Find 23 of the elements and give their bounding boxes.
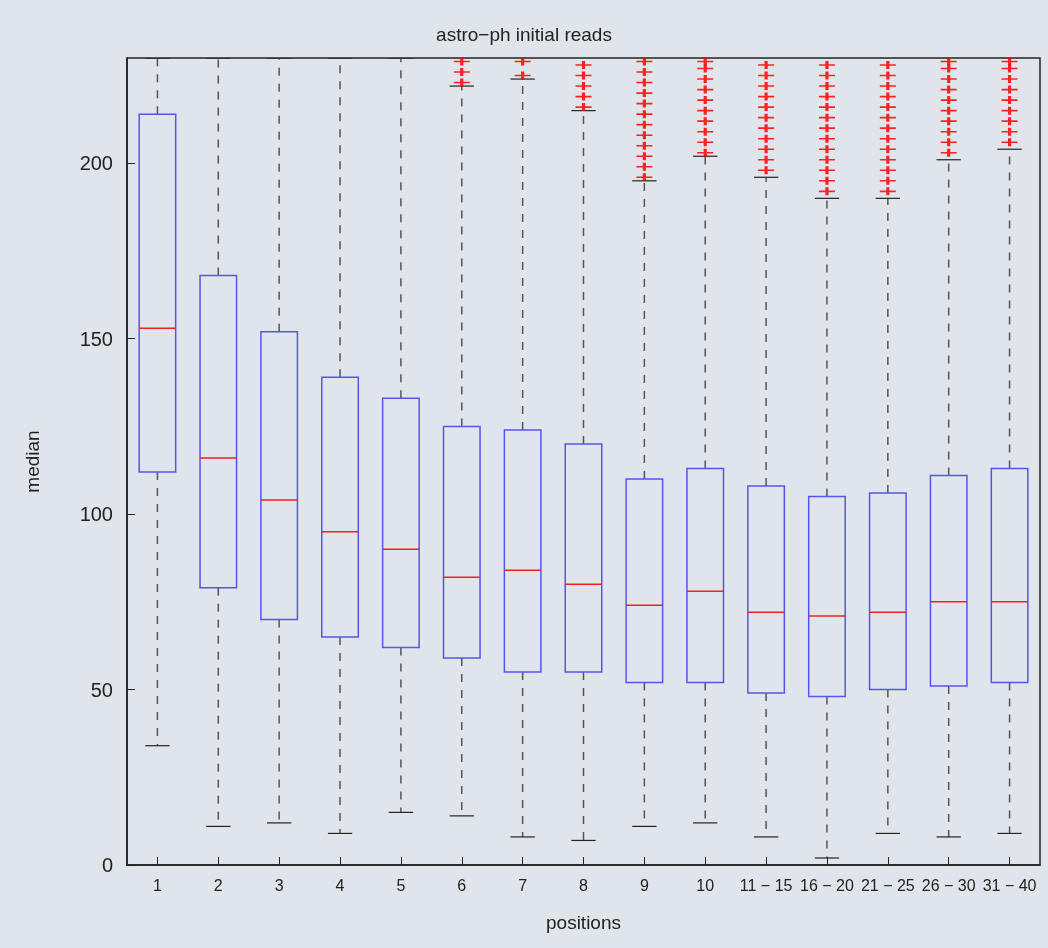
y-tick-label: 100: [79, 503, 113, 526]
x-tick-label: 3: [274, 876, 284, 894]
y-axis-title: median: [22, 430, 43, 493]
x-axis-title: positions: [546, 912, 621, 933]
x-tick-label: 4: [335, 876, 345, 894]
x-tick-label: 2: [213, 876, 223, 894]
x-tick-label: 5: [396, 876, 406, 894]
x-tick-label: 11 − 15: [739, 876, 793, 894]
x-tick-label: 21 − 25: [860, 876, 915, 894]
x-tick-label: 26 − 30: [921, 876, 976, 894]
y-tick-label: 150: [79, 327, 113, 350]
y-tick-label: 0: [101, 854, 113, 876]
y-tick-label: 200: [79, 152, 113, 175]
x-tick-label: 10: [696, 876, 715, 894]
x-tick-label: 8: [579, 876, 589, 894]
chart-title: astro−ph initial reads: [436, 24, 612, 45]
x-tick-label: 9: [639, 876, 649, 894]
x-tick-label: 16 − 20: [800, 876, 854, 894]
x-tick-label: 1: [152, 876, 162, 894]
x-tick-label: 7: [518, 876, 528, 894]
x-tick-label: 31 − 40: [982, 876, 1037, 894]
y-tick-label: 50: [90, 678, 113, 701]
x-tick-label: 6: [457, 876, 467, 894]
